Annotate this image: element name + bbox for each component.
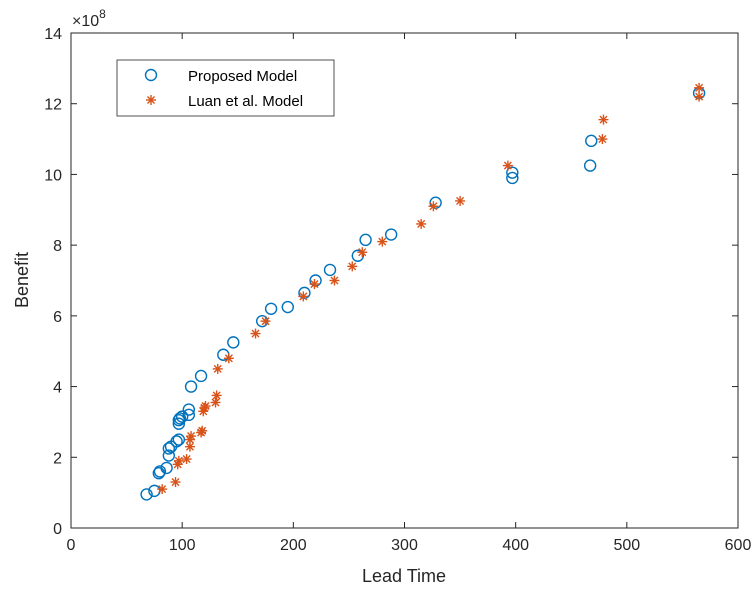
data-point-asterisk	[250, 328, 261, 339]
data-point-asterisk	[211, 390, 222, 401]
data-point-circle	[170, 435, 183, 448]
x-tick-label: 400	[502, 537, 529, 554]
x-tick-label: 200	[280, 537, 307, 554]
data-point-asterisk	[455, 195, 466, 206]
data-point-circle	[172, 417, 186, 430]
y-multiplier-base: ×10	[72, 13, 99, 30]
y-axis: 0 2 4 6 8 10 12 14	[44, 26, 738, 538]
data-point-asterisk	[210, 397, 221, 408]
data-point-circle	[182, 403, 196, 416]
data-point-circle	[194, 369, 208, 383]
data-point-asterisk	[694, 82, 705, 93]
data-point-asterisk	[212, 363, 223, 374]
legend-label-proposed-model: Proposed Model	[188, 68, 297, 85]
data-point-asterisk	[173, 455, 184, 466]
legend: Proposed Model Luan et al. Model	[116, 59, 335, 117]
data-point-asterisk	[200, 401, 211, 412]
y-tick-label: 10	[44, 167, 62, 184]
x-tick-label: 0	[67, 537, 76, 554]
data-point-circle	[153, 465, 167, 478]
data-point-circle	[359, 233, 372, 247]
data-point-circle	[506, 166, 519, 179]
data-point-circle	[184, 380, 198, 393]
data-point-asterisk	[329, 275, 340, 286]
legend-asterisk-marker	[146, 95, 156, 105]
data-point-asterisk	[377, 236, 388, 247]
y-tick-label: 8	[53, 238, 62, 255]
data-point-circle	[351, 249, 365, 262]
data-point-circle	[264, 302, 278, 315]
y-tick-label: 12	[44, 97, 62, 114]
data-point-circle	[182, 408, 196, 422]
y-multiplier-exponent: 8	[99, 7, 106, 21]
x-tick-label: 600	[725, 537, 752, 554]
data-point-asterisk	[186, 431, 197, 442]
x-tick-label: 100	[169, 537, 196, 554]
data-point-circle	[583, 159, 597, 172]
y-multiplier: ×108	[72, 7, 106, 30]
data-point-asterisk	[170, 477, 181, 488]
data-point-circle	[506, 171, 519, 185]
data-point-circle	[160, 461, 173, 475]
legend-marker-proposed-model	[144, 68, 158, 82]
data-point-circle	[384, 228, 398, 241]
data-point-circle	[227, 336, 240, 349]
legend-marker-luan-model	[146, 95, 156, 105]
y-axis-label: Benefit	[12, 252, 32, 308]
data-point-asterisk	[157, 484, 168, 495]
data-point-circle	[172, 413, 186, 427]
data-point-asterisk	[309, 279, 320, 290]
data-point-circle	[281, 300, 294, 314]
legend-circle-marker	[144, 68, 158, 82]
data-point-asterisk	[347, 261, 358, 272]
data-point-asterisk	[223, 353, 234, 364]
data-point-asterisk	[181, 454, 192, 465]
data-point-circle	[323, 263, 337, 277]
data-point-asterisk	[502, 160, 513, 171]
data-point-asterisk	[694, 91, 705, 102]
data-point-circle	[162, 449, 176, 462]
data-point-circle	[162, 442, 176, 455]
y-tick-label: 6	[53, 309, 62, 326]
data-point-circle	[585, 134, 598, 148]
data-point-asterisk	[428, 201, 439, 212]
series-luan-model	[157, 82, 705, 495]
data-point-circle	[172, 433, 186, 446]
data-points	[140, 82, 706, 501]
data-point-asterisk	[416, 218, 427, 229]
data-point-asterisk	[184, 441, 195, 452]
y-tick-label: 4	[53, 380, 62, 397]
x-axis: 0 100 200 300 400 500 600	[67, 33, 752, 554]
data-point-asterisk	[598, 114, 609, 125]
data-point-asterisk	[298, 291, 309, 302]
data-point-circle	[175, 410, 189, 423]
data-point-asterisk	[197, 425, 208, 436]
y-tick-label: 14	[44, 26, 62, 43]
x-tick-label: 300	[391, 537, 418, 554]
y-tick-label: 0	[53, 521, 62, 538]
data-point-asterisk	[357, 247, 368, 258]
data-point-asterisk	[597, 134, 608, 145]
y-tick-label: 2	[53, 450, 62, 467]
data-point-asterisk	[260, 316, 271, 327]
x-axis-label: Lead Time	[362, 566, 446, 586]
legend-label-luan-model: Luan et al. Model	[188, 93, 303, 110]
data-point-circle	[140, 488, 153, 501]
x-tick-label: 500	[613, 537, 640, 554]
